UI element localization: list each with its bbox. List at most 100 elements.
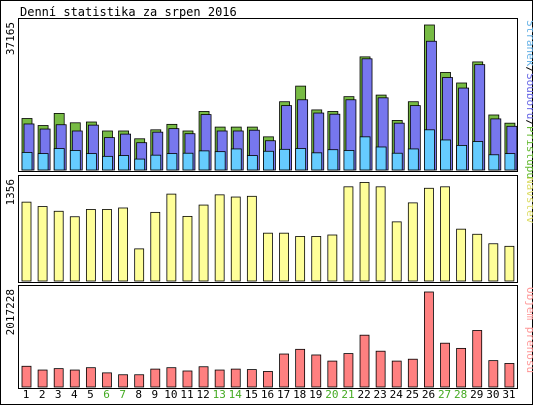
x-tick-label: 4 — [71, 388, 78, 401]
visits-panel: 37165 Stránek/Souborů/Přístupů — [4, 18, 533, 179]
bar-str-nek-31 — [504, 153, 516, 171]
x-tick-label: 7 — [119, 388, 126, 401]
x-tick-label: 14 — [229, 388, 243, 401]
bar-n-v-t-v-7 — [118, 207, 128, 282]
bar-str-nek-27 — [440, 139, 451, 171]
bar-n-v-t-v-10 — [166, 193, 177, 282]
y-max-label: 2017228 — [4, 289, 17, 335]
bar-objem-p-enosu-28 — [456, 347, 467, 388]
bar-str-nek-3 — [53, 148, 65, 171]
bar-objem-p-enosu-5 — [85, 367, 96, 388]
x-tick-label: 11 — [180, 388, 193, 401]
x-tick-label: 2 — [39, 388, 46, 401]
bar-str-nek-18 — [295, 148, 307, 171]
bar-str-nek-24 — [391, 152, 403, 171]
y-max-label: 1356 — [4, 179, 17, 206]
bar-objem-p-enosu-14 — [230, 368, 241, 388]
bar-n-v-t-v-20 — [327, 234, 338, 282]
bar-objem-p-enosu-13 — [214, 369, 225, 388]
x-tick-label: 29 — [470, 388, 483, 401]
bar-n-v-t-v-29 — [472, 233, 483, 282]
bar-n-v-t-v-5 — [85, 209, 96, 282]
x-tick-label: 21 — [341, 388, 354, 401]
legend-label: Návštěv — [524, 177, 533, 224]
bar-objem-p-enosu-22 — [359, 334, 370, 388]
bar-str-nek-11 — [182, 152, 194, 171]
bar-n-v-t-v-16 — [263, 232, 273, 282]
x-tick-label: 1 — [23, 388, 30, 401]
bar-objem-p-enosu-7 — [118, 374, 128, 388]
bar-objem-p-enosu-24 — [391, 360, 402, 388]
bar-objem-p-enosu-30 — [488, 360, 499, 388]
x-tick-label: 16 — [261, 388, 274, 401]
x-tick-label: 31 — [502, 388, 515, 401]
x-tick-label: 28 — [454, 388, 467, 401]
bar-str-nek-21 — [343, 150, 355, 171]
bar-objem-p-enosu-23 — [375, 350, 386, 388]
bar-str-nek-14 — [230, 148, 242, 171]
bar-str-nek-26 — [424, 129, 435, 171]
panel-frame — [18, 175, 518, 283]
chart-title: Denní statistika za srpen 2016 — [20, 5, 237, 19]
bar-objem-p-enosu-19 — [311, 354, 322, 388]
x-tick-label: 24 — [390, 388, 404, 401]
bar-n-v-t-v-31 — [504, 245, 515, 282]
x-tick-label: 17 — [277, 388, 290, 401]
bar-n-v-t-v-12 — [198, 204, 209, 282]
bar-str-nek-9 — [150, 154, 162, 171]
visitors-panel: 1356 Návštěv — [4, 175, 533, 283]
bar-n-v-t-v-22 — [359, 182, 370, 282]
bar-n-v-t-v-18 — [295, 236, 306, 282]
legend-label: Stránek/Souborů/Přístupů — [524, 20, 533, 179]
legend-entry: Souborů — [524, 73, 533, 119]
bar-str-nek-2 — [37, 153, 49, 171]
bar-str-nek-8 — [134, 158, 146, 171]
x-tick-label: 10 — [164, 388, 177, 401]
bar-n-v-t-v-6 — [102, 209, 112, 282]
bar-objem-p-enosu-2 — [37, 369, 48, 388]
legend-label: Objem přenosu — [524, 287, 533, 373]
x-tick-label: 5 — [87, 388, 94, 401]
bar-n-v-t-v-28 — [456, 228, 467, 282]
x-tick-label: 30 — [486, 388, 499, 401]
bar-str-nek-1 — [21, 152, 33, 171]
bar-n-v-t-v-3 — [53, 210, 64, 282]
x-tick-label: 23 — [374, 388, 387, 401]
x-tick-label: 18 — [293, 388, 306, 401]
bar-str-nek-7 — [118, 155, 129, 171]
bar-n-v-t-v-9 — [150, 211, 161, 282]
legend-entry: Návštěv — [524, 177, 533, 224]
legend-entry: Přístupů — [524, 126, 533, 179]
bar-n-v-t-v-23 — [375, 186, 386, 282]
bar-n-v-t-v-1 — [21, 201, 32, 282]
bar-n-v-t-v-15 — [246, 195, 257, 282]
bar-objem-p-enosu-29 — [472, 330, 483, 388]
bar-objem-p-enosu-31 — [504, 363, 515, 388]
bar-objem-p-enosu-15 — [246, 369, 257, 388]
bar-objem-p-enosu-18 — [295, 348, 306, 388]
x-tick-label: 22 — [357, 388, 370, 401]
x-tick-label: 6 — [103, 388, 110, 401]
x-tick-label: 27 — [438, 388, 451, 401]
bar-objem-p-enosu-4 — [69, 369, 80, 388]
bar-str-nek-29 — [472, 141, 484, 171]
bar-objem-p-enosu-27 — [440, 342, 450, 388]
bar-objem-p-enosu-21 — [343, 353, 354, 388]
x-tick-label: 25 — [406, 388, 419, 401]
bar-str-nek-12 — [198, 150, 210, 171]
bar-str-nek-20 — [327, 149, 339, 171]
bar-str-nek-25 — [407, 148, 419, 171]
bar-objem-p-enosu-25 — [407, 358, 418, 388]
bar-n-v-t-v-8 — [134, 248, 145, 282]
bar-n-v-t-v-21 — [343, 186, 354, 282]
bar-objem-p-enosu-9 — [150, 368, 161, 388]
y-max-label: 37165 — [4, 22, 17, 55]
bar-str-nek-16 — [263, 150, 274, 171]
bar-n-v-t-v-26 — [424, 187, 434, 282]
bar-objem-p-enosu-11 — [182, 370, 193, 388]
bar-n-v-t-v-17 — [279, 232, 289, 282]
bar-objem-p-enosu-17 — [279, 353, 289, 388]
bar-str-nek-17 — [279, 148, 290, 171]
bar-str-nek-23 — [375, 146, 387, 171]
